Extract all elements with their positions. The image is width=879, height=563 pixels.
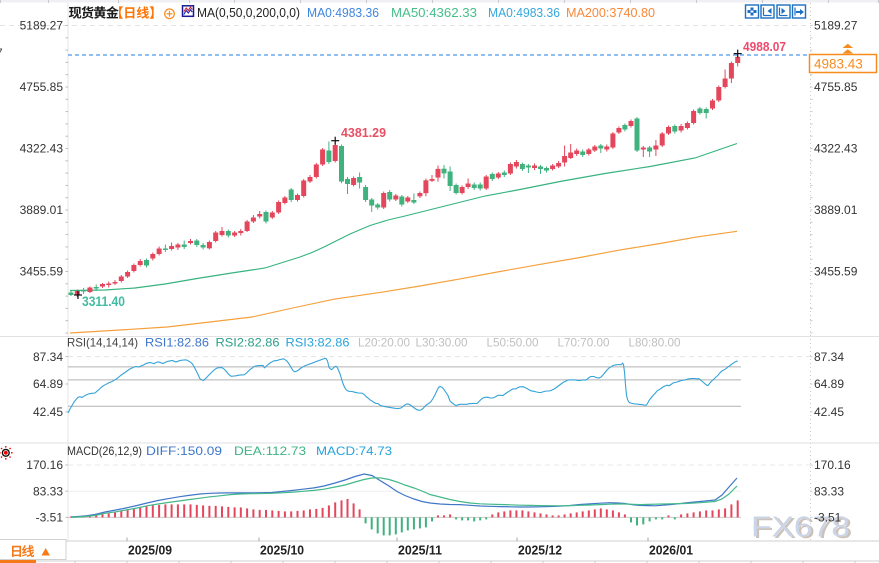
svg-text:FX678: FX678 bbox=[753, 513, 852, 545]
svg-text:5189.27: 5189.27 bbox=[814, 19, 858, 33]
svg-text:64.89: 64.89 bbox=[814, 377, 844, 391]
svg-text:2025/11: 2025/11 bbox=[398, 544, 442, 558]
svg-text:L70:70.00: L70:70.00 bbox=[558, 336, 610, 350]
svg-text:42.45: 42.45 bbox=[33, 405, 63, 419]
svg-text:3889.01: 3889.01 bbox=[20, 203, 64, 217]
svg-text:DEA:112.73: DEA:112.73 bbox=[234, 444, 306, 458]
svg-text:4755.85: 4755.85 bbox=[814, 80, 858, 94]
svg-text:DIFF:150.09: DIFF:150.09 bbox=[146, 444, 222, 458]
svg-text:83.33: 83.33 bbox=[33, 484, 63, 498]
svg-text:170.16: 170.16 bbox=[814, 458, 851, 472]
svg-text:83.33: 83.33 bbox=[814, 484, 844, 498]
svg-text:MACD(26,12,9): MACD(26,12,9) bbox=[67, 444, 142, 458]
svg-text:L20:20.00: L20:20.00 bbox=[358, 336, 410, 350]
svg-text:3455.59: 3455.59 bbox=[814, 265, 858, 279]
svg-text:RSI1:82.86: RSI1:82.86 bbox=[145, 336, 209, 350]
svg-text:MA(0,50,0,200,0,0): MA(0,50,0,200,0,0) bbox=[197, 5, 300, 20]
svg-text:5189.27: 5189.27 bbox=[20, 19, 64, 33]
svg-text:87.34: 87.34 bbox=[814, 350, 844, 364]
svg-text:2025/09: 2025/09 bbox=[128, 544, 172, 558]
svg-text:4755.85: 4755.85 bbox=[20, 80, 64, 94]
svg-text:2025/12: 2025/12 bbox=[518, 544, 562, 558]
svg-text:4988.07: 4988.07 bbox=[743, 39, 786, 54]
svg-text:-3.51: -3.51 bbox=[36, 511, 64, 525]
svg-text:3889.01: 3889.01 bbox=[814, 203, 858, 217]
svg-text:87.34: 87.34 bbox=[33, 350, 63, 364]
svg-text:4322.43: 4322.43 bbox=[20, 142, 64, 156]
svg-text:-3.51: -3.51 bbox=[814, 511, 842, 525]
svg-text:MA0:4983.36: MA0:4983.36 bbox=[307, 5, 379, 20]
svg-text:3455.59: 3455.59 bbox=[20, 265, 64, 279]
svg-text:L30:30.00: L30:30.00 bbox=[416, 336, 468, 350]
svg-text:MA0:4983.36: MA0:4983.36 bbox=[488, 5, 560, 20]
svg-text:3311.40: 3311.40 bbox=[82, 294, 125, 309]
svg-text:RSI2:82.86: RSI2:82.86 bbox=[216, 336, 280, 350]
svg-text:4983.43: 4983.43 bbox=[814, 57, 863, 72]
svg-text:L50:50.00: L50:50.00 bbox=[487, 336, 539, 350]
svg-text:RSI(14,14,14): RSI(14,14,14) bbox=[67, 336, 138, 350]
svg-text:FX678: FX678 bbox=[751, 512, 850, 544]
svg-text:2025/10: 2025/10 bbox=[260, 544, 304, 558]
svg-text:7: 7 bbox=[0, 46, 3, 60]
svg-text:4322.43: 4322.43 bbox=[814, 142, 858, 156]
svg-text:MA50:4362.33: MA50:4362.33 bbox=[391, 5, 477, 20]
svg-text:42.45: 42.45 bbox=[814, 405, 844, 419]
svg-text:MA200:3740.80: MA200:3740.80 bbox=[566, 5, 655, 20]
svg-text:64.89: 64.89 bbox=[33, 377, 63, 391]
svg-text:4381.29: 4381.29 bbox=[341, 125, 386, 140]
svg-text:L80:80.00: L80:80.00 bbox=[629, 336, 681, 350]
svg-text:RSI3:82.86: RSI3:82.86 bbox=[286, 336, 350, 350]
svg-text:2026/01: 2026/01 bbox=[649, 544, 693, 558]
svg-text:170.16: 170.16 bbox=[26, 458, 63, 472]
svg-text:MACD:74.73: MACD:74.73 bbox=[316, 444, 392, 458]
